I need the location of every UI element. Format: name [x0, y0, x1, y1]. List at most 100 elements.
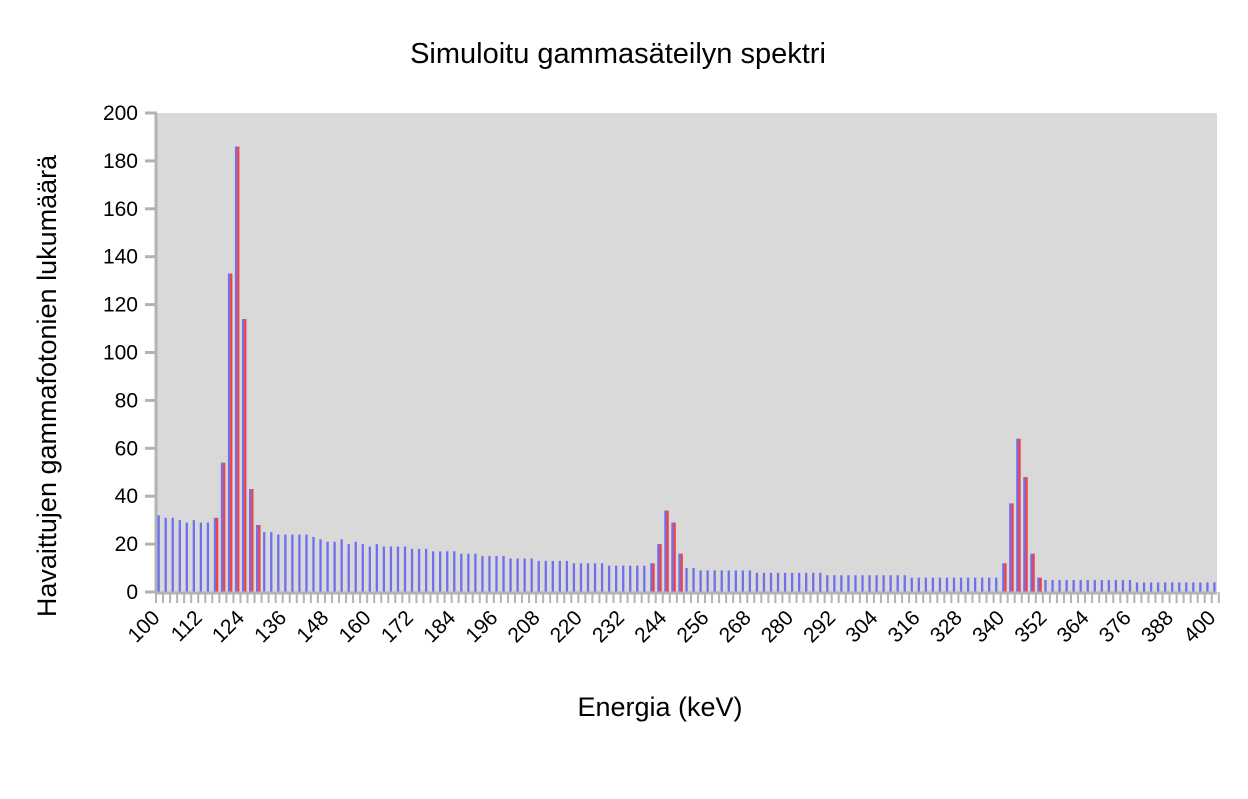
bar-blue	[657, 544, 660, 592]
bar-red	[659, 544, 662, 592]
x-tick-label: 124	[208, 606, 249, 647]
bar-blue	[931, 577, 935, 592]
bar-blue	[1206, 582, 1209, 592]
bar-blue	[502, 556, 505, 592]
bar-blue	[241, 318, 245, 592]
bar-blue	[432, 551, 435, 592]
bar-blue	[1002, 563, 1005, 592]
bar-blue	[439, 551, 442, 592]
bar-blue	[213, 517, 217, 592]
bar-red	[223, 462, 226, 592]
bar-blue	[565, 560, 569, 592]
bar-blue	[819, 572, 822, 592]
bar-blue	[903, 575, 906, 592]
bar-blue	[636, 565, 639, 592]
bar-blue	[1135, 582, 1139, 592]
bar-blue	[1199, 582, 1202, 592]
bar-blue	[593, 563, 597, 592]
bar-blue	[966, 577, 970, 592]
bar-blue	[1037, 577, 1040, 592]
y-tick-label: 80	[115, 389, 138, 412]
bar-blue	[622, 565, 625, 592]
bar-blue	[783, 572, 787, 592]
x-tick-label: 388	[1137, 606, 1178, 647]
bar-blue	[882, 575, 885, 592]
bar-blue	[199, 522, 203, 592]
plot-area	[157, 113, 1217, 592]
bar-blue	[615, 565, 618, 592]
bar-blue	[389, 546, 393, 592]
bar-blue	[474, 553, 477, 592]
bar-red	[1039, 577, 1042, 592]
chart-title: Simuloitu gammasäteilyn spektri	[410, 38, 826, 70]
bar-blue	[889, 575, 892, 592]
bar-red	[666, 510, 669, 592]
x-tick-label: 376	[1095, 606, 1136, 647]
y-tick-label: 140	[103, 246, 138, 269]
bar-red	[1011, 503, 1014, 592]
bar-blue	[1192, 582, 1195, 592]
bar-red	[244, 318, 247, 592]
bar-blue	[424, 548, 428, 592]
bar-blue	[298, 534, 301, 592]
x-tick-label: 304	[841, 606, 882, 647]
y-tick-label: 200	[103, 102, 138, 125]
x-tick-label: 400	[1179, 606, 1220, 647]
bar-blue	[945, 577, 949, 592]
bar-blue	[826, 575, 829, 592]
bar-blue	[467, 553, 470, 592]
x-tick-label: 232	[588, 606, 629, 647]
x-tick-label: 316	[884, 606, 925, 647]
bar-red	[673, 522, 676, 592]
x-tick-label: 112	[167, 606, 207, 646]
bar-blue	[713, 570, 716, 592]
bar-blue	[1023, 477, 1026, 592]
bar-blue	[446, 551, 449, 592]
bar-blue	[1171, 582, 1174, 592]
x-tick-label: 256	[672, 606, 713, 647]
bar-blue	[896, 575, 899, 592]
bar-red	[237, 146, 240, 592]
bar-blue	[748, 570, 752, 592]
x-tick-label: 280	[757, 606, 798, 647]
y-tick-label: 60	[115, 437, 138, 460]
x-tick-label: 172	[377, 606, 418, 647]
bar-blue	[375, 544, 378, 592]
bar-blue	[741, 570, 744, 592]
bar-blue	[206, 522, 210, 592]
bar-blue	[220, 462, 224, 592]
y-tick-label: 0	[126, 581, 138, 604]
bar-blue	[537, 560, 540, 592]
x-tick-label: 208	[504, 606, 545, 647]
bar-blue	[1009, 503, 1012, 592]
bar-blue	[600, 563, 604, 592]
bar-blue	[1065, 580, 1068, 592]
bar-blue	[805, 572, 808, 592]
bar-blue	[586, 563, 590, 592]
bar-blue	[410, 548, 414, 592]
x-tick-label: 328	[926, 606, 967, 647]
y-axis-label: Havaittujen gammafotonien lukumäärä	[32, 154, 62, 617]
x-tick-label: 352	[1010, 606, 1051, 647]
bar-blue	[959, 577, 963, 592]
bar-blue	[720, 570, 723, 592]
x-tick-label: 268	[715, 606, 756, 647]
bar-blue	[671, 522, 674, 592]
bar-blue	[171, 517, 174, 592]
bar-blue	[579, 563, 583, 592]
bar-blue	[1185, 582, 1188, 592]
bar-blue	[769, 572, 773, 592]
bar-blue	[840, 575, 843, 592]
bar-blue	[1072, 580, 1075, 592]
bar-blue	[1213, 582, 1216, 592]
x-axis: 100 112 124 136 148 160 172 184 196 208 220 232 244 2…	[123, 591, 1220, 647]
bar-blue	[938, 577, 942, 592]
bar-blue	[643, 565, 646, 592]
bar-blue	[326, 541, 329, 592]
bar-blue	[1142, 582, 1146, 592]
x-tick-label: 220	[546, 606, 587, 647]
y-tick-label: 180	[103, 150, 138, 173]
bar-blue	[263, 532, 266, 592]
x-tick-label: 340	[968, 606, 1009, 647]
